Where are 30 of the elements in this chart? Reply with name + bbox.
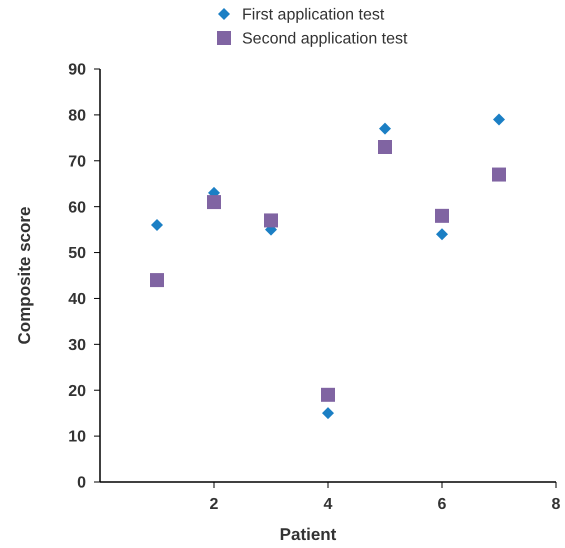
y-axis-title: Composite score — [15, 206, 34, 344]
legend-label: Second application test — [242, 30, 408, 48]
y-tick-label: 10 — [68, 428, 86, 446]
point — [436, 228, 448, 240]
y-tick-label: 60 — [68, 199, 86, 216]
x-tick-label: 8 — [552, 496, 561, 513]
point — [151, 219, 163, 232]
point — [492, 168, 506, 182]
point — [150, 273, 164, 288]
point — [379, 122, 391, 135]
point — [435, 208, 449, 223]
legend-label: First application test — [242, 6, 385, 24]
y-tick-label: 40 — [68, 291, 86, 308]
point — [493, 113, 505, 126]
y-tick-label: 50 — [68, 245, 86, 262]
point — [322, 407, 334, 420]
point — [264, 213, 278, 228]
y-tick-label: 30 — [68, 336, 86, 354]
point — [378, 140, 392, 154]
point — [321, 388, 335, 402]
y-tick-label: 20 — [68, 382, 86, 400]
y-tick-label: 90 — [68, 62, 86, 79]
x-axis-title: Patient — [280, 525, 337, 544]
point — [207, 195, 221, 210]
y-tick-label: 70 — [68, 153, 86, 170]
x-tick-label: 6 — [438, 496, 447, 513]
x-tick-label: 2 — [210, 496, 219, 513]
x-tick-label: 4 — [324, 496, 333, 513]
y-tick-label: 80 — [68, 107, 86, 124]
y-tick-label: 0 — [77, 474, 86, 492]
